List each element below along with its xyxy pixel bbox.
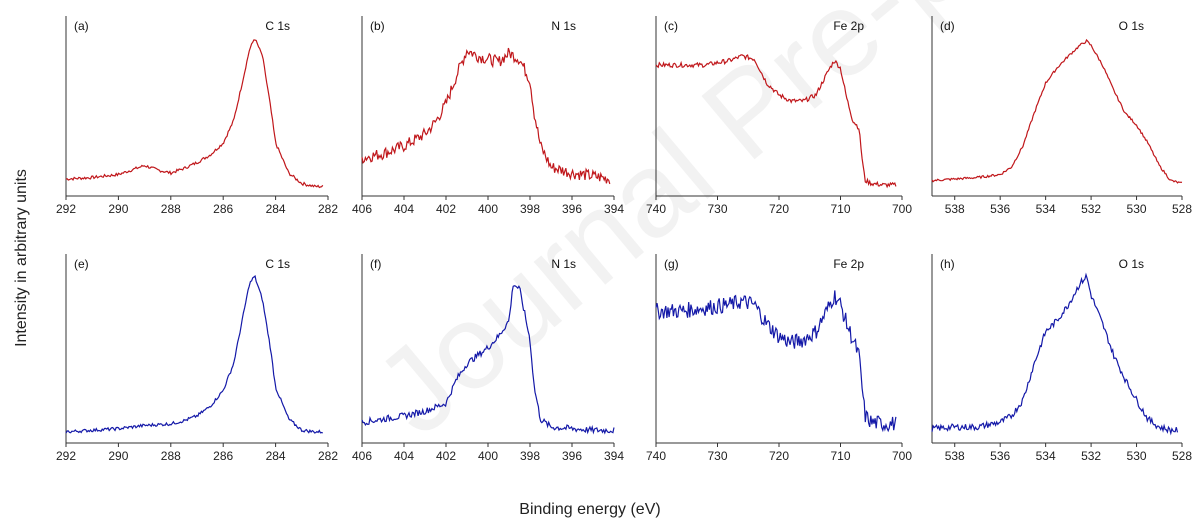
x-tick-label: 398 [520,449,540,463]
x-tick-label: 284 [266,202,286,216]
spectrum-line [361,47,611,185]
x-tick-label: 404 [394,202,414,216]
x-tick-label: 534 [1036,449,1056,463]
x-tick-label: 402 [436,449,456,463]
x-tick-label: 700 [892,202,912,216]
x-tick-label: 528 [1172,449,1192,463]
panel-letter: (c) [664,19,678,33]
panel-letter: (d) [940,19,955,33]
spectrum-line [65,39,324,189]
x-tick-label: 292 [56,202,76,216]
panel-g: 740 730 720 710 700 (g) Fe 2p [646,254,912,463]
x-tick-label: 536 [990,202,1010,216]
x-tick-label: 406 [352,202,372,216]
panel-d: 538 536 534 532 530 528 (d) O 1s [931,16,1192,216]
x-tick-label: 286 [213,202,233,216]
panels-group: 292 290 288 286 284 282 (a) C 1s 406 404 402 400 398… [56,16,1192,463]
x-tick-label: 404 [394,449,414,463]
panel-letter: (e) [74,257,89,271]
x-tick-label: 530 [1127,449,1147,463]
x-tick-label: 720 [769,449,789,463]
x-tick-label: 538 [945,449,965,463]
panel-letter: (g) [664,257,679,271]
x-tick-label: 530 [1127,202,1147,216]
panel-letter: (f) [370,257,381,271]
x-tick-label: 402 [436,202,456,216]
x-tick-label: 288 [161,449,181,463]
x-tick-label: 710 [830,449,850,463]
x-tick-label: 396 [562,202,582,216]
panel-letter: (a) [74,19,89,33]
spectrum-line [931,38,1183,184]
core-level-label: O 1s [1119,257,1144,271]
x-tick-label: 396 [562,449,582,463]
x-tick-label: 400 [478,449,498,463]
panel-letter: (b) [370,19,385,33]
x-tick-label: 532 [1081,202,1101,216]
x-tick-label: 710 [830,202,850,216]
x-tick-label: 282 [318,202,338,216]
core-level-label: C 1s [265,19,290,33]
core-level-label: O 1s [1119,19,1144,33]
x-tick-label: 290 [108,449,128,463]
panel-h: 538 536 534 532 530 528 (h) O 1s [931,254,1192,463]
core-level-label: Fe 2p [833,257,864,271]
watermark-text: Journal Pre-proof [351,0,1148,460]
core-level-label: C 1s [265,257,290,271]
x-tick-label: 740 [646,449,666,463]
spectrum-line [65,275,323,434]
panel-letter: (h) [940,257,955,271]
x-tick-label: 532 [1081,449,1101,463]
spectrum-line [361,285,615,435]
x-tick-label: 292 [56,449,76,463]
x-tick-label: 398 [520,202,540,216]
panel-c: 740 730 720 710 700 (c) Fe 2p [646,16,912,216]
x-tick-label: 740 [646,202,666,216]
x-tick-label: 288 [161,202,181,216]
x-tick-label: 528 [1172,202,1192,216]
x-tick-label: 406 [352,449,372,463]
panel-f: 406 404 402 400 398 396 394 (f) N 1s [352,254,624,463]
core-level-label: Fe 2p [833,19,864,33]
x-tick-label: 394 [604,449,624,463]
x-tick-label: 394 [604,202,624,216]
x-tick-label: 290 [108,202,128,216]
x-tick-label: 720 [769,202,789,216]
x-tick-label: 400 [478,202,498,216]
x-tick-label: 286 [213,449,233,463]
x-axis-label: Binding energy (eV) [519,501,660,518]
x-tick-label: 284 [266,449,286,463]
core-level-label: N 1s [551,19,576,33]
panel-b: 406 404 402 400 398 396 394 (b) N 1s [352,16,624,216]
panel-e: 292 290 288 286 284 282 (e) C 1s [56,254,338,463]
spectrum-line [655,290,897,433]
panel-a: 292 290 288 286 284 282 (a) C 1s [56,16,338,216]
core-level-label: N 1s [551,257,576,271]
y-axis-label: Intensity in arbitrary units [13,169,30,347]
x-tick-label: 282 [318,449,338,463]
spectrum-line [931,272,1179,436]
x-tick-label: 730 [707,202,727,216]
x-tick-label: 536 [990,449,1010,463]
x-tick-label: 538 [945,202,965,216]
x-tick-label: 700 [892,449,912,463]
x-tick-label: 534 [1036,202,1056,216]
spectrum-line [655,54,897,189]
x-tick-label: 730 [707,449,727,463]
